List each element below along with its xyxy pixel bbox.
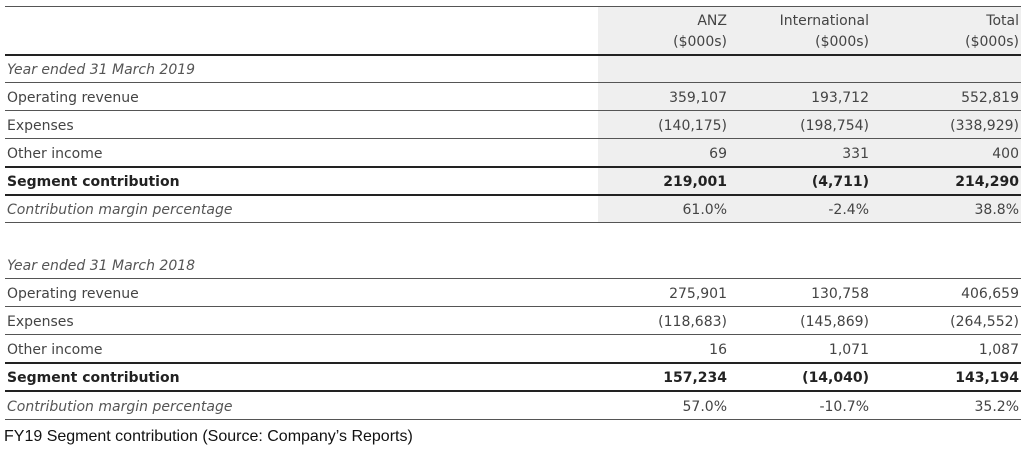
cell-total: 552,819 bbox=[961, 90, 1019, 106]
row-rule-thick bbox=[5, 166, 1021, 168]
header-anz: ANZ ($000s) bbox=[673, 11, 727, 53]
cell-total: 1,087 bbox=[978, 342, 1019, 358]
row-rule bbox=[5, 419, 1021, 420]
cell-total: 406,659 bbox=[961, 286, 1019, 302]
cell-total: (338,929) bbox=[950, 118, 1019, 134]
header-anz-unit: ($000s) bbox=[673, 34, 727, 50]
header-international-unit: ($000s) bbox=[815, 34, 869, 50]
row-rule-thick bbox=[5, 362, 1021, 364]
header-rule bbox=[5, 54, 1021, 56]
row-rule bbox=[5, 138, 1021, 139]
cell-total: 400 bbox=[992, 146, 1019, 162]
cell-international: 193,712 bbox=[811, 90, 869, 106]
row-rule bbox=[5, 110, 1021, 111]
cell-international: 331 bbox=[842, 146, 869, 162]
row-label: Contribution margin percentage bbox=[7, 399, 233, 415]
cell-anz: 16 bbox=[709, 342, 727, 358]
cell-anz: 61.0% bbox=[682, 202, 727, 218]
row-label: Segment contribution bbox=[7, 370, 180, 386]
row-label: Operating revenue bbox=[7, 90, 139, 106]
row-rule-thick bbox=[5, 194, 1021, 196]
cell-international: (4,711) bbox=[811, 174, 869, 190]
cell-international: 1,071 bbox=[828, 342, 869, 358]
fy2019-section-label: Year ended 31 March 2019 bbox=[7, 62, 196, 78]
cell-anz: 219,001 bbox=[663, 174, 727, 190]
cell-international: (14,040) bbox=[802, 370, 869, 386]
fy2019-shaded-band bbox=[598, 7, 1021, 223]
cell-international: 130,758 bbox=[811, 286, 869, 302]
cell-international: -10.7% bbox=[819, 399, 869, 415]
row-rule-thick bbox=[5, 390, 1021, 392]
header-total: Total ($000s) bbox=[965, 11, 1019, 53]
header-total-name: Total bbox=[986, 13, 1019, 29]
row-label: Other income bbox=[7, 342, 103, 358]
row-label: Expenses bbox=[7, 118, 74, 134]
cell-total: 35.2% bbox=[974, 399, 1019, 415]
cell-total: 143,194 bbox=[955, 370, 1019, 386]
cell-international: (198,754) bbox=[800, 118, 869, 134]
table-caption: FY19 Segment contribution (Source: Compa… bbox=[4, 428, 413, 445]
cell-anz: 359,107 bbox=[669, 90, 727, 106]
row-label: Segment contribution bbox=[7, 174, 180, 190]
cell-anz: (118,683) bbox=[658, 314, 727, 330]
row-rule bbox=[5, 306, 1021, 307]
top-rule bbox=[5, 6, 1021, 7]
fy2018-section-label: Year ended 31 March 2018 bbox=[7, 258, 196, 274]
row-label: Operating revenue bbox=[7, 286, 139, 302]
cell-international: (145,869) bbox=[800, 314, 869, 330]
cell-international: -2.4% bbox=[828, 202, 869, 218]
row-rule bbox=[5, 222, 1021, 223]
row-rule bbox=[5, 334, 1021, 335]
cell-anz: (140,175) bbox=[658, 118, 727, 134]
cell-total: 38.8% bbox=[974, 202, 1019, 218]
row-label: Expenses bbox=[7, 314, 74, 330]
row-rule bbox=[5, 278, 1021, 279]
row-label: Contribution margin percentage bbox=[7, 202, 233, 218]
row-label: Other income bbox=[7, 146, 103, 162]
row-rule bbox=[5, 82, 1021, 83]
header-anz-name: ANZ bbox=[697, 13, 727, 29]
header-international: International ($000s) bbox=[780, 11, 869, 53]
cell-total: (264,552) bbox=[950, 314, 1019, 330]
cell-anz: 69 bbox=[709, 146, 727, 162]
cell-anz: 57.0% bbox=[682, 399, 727, 415]
cell-total: 214,290 bbox=[955, 174, 1019, 190]
cell-anz: 275,901 bbox=[669, 286, 727, 302]
header-international-name: International bbox=[779, 13, 869, 29]
cell-anz: 157,234 bbox=[663, 370, 727, 386]
header-total-unit: ($000s) bbox=[965, 34, 1019, 50]
